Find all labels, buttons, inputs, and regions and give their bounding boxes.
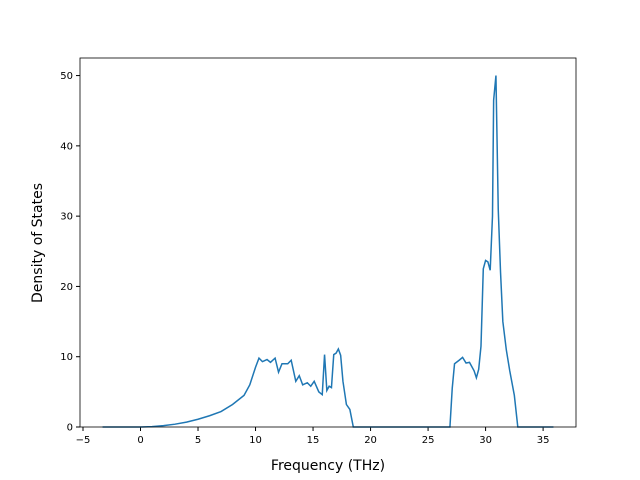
y-tick-label: 40 — [60, 141, 73, 152]
y-tick-label: 30 — [60, 212, 73, 223]
y-tick-label: 20 — [60, 282, 73, 293]
y-axis-label: Density of States — [30, 183, 46, 303]
y-tick-label: 10 — [60, 352, 73, 363]
x-tick-label: 35 — [537, 435, 550, 446]
axes-frame — [79, 57, 577, 428]
line — [102, 75, 554, 428]
x-tick-label: 10 — [249, 435, 262, 446]
x-tick-label: 15 — [307, 435, 320, 446]
x-tick-label: 30 — [479, 435, 492, 446]
x-tick-label: 5 — [195, 435, 201, 446]
y-tick-label: 50 — [60, 71, 73, 82]
x-tick-label: 20 — [364, 435, 377, 446]
x-tick-label: 25 — [422, 435, 435, 446]
x-axis-label: Frequency (THz) — [271, 458, 385, 474]
x-tick-label: 0 — [137, 435, 143, 446]
y-tick-label: 0 — [67, 423, 73, 434]
x-tick-label: −5 — [76, 435, 91, 446]
